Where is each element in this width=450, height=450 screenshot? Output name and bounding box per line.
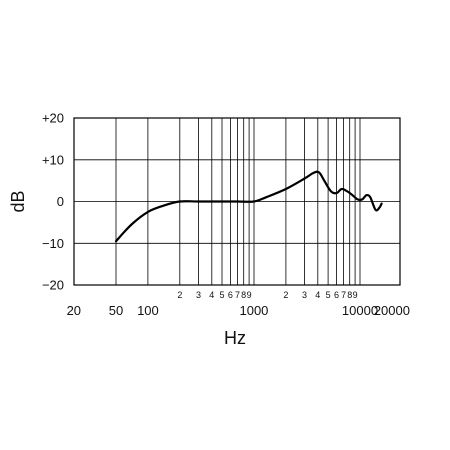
x-minor-tick-label: 5 (220, 290, 225, 300)
y-tick-label: +10 (42, 152, 64, 167)
x-minor-tick-label: 6 (228, 290, 233, 300)
x-minor-tick-label: 6 (334, 290, 339, 300)
x-minor-tick-label: 5 (326, 290, 331, 300)
x-major-tick-label: 10000 (342, 303, 378, 318)
x-major-tick-label: 50 (109, 303, 123, 318)
x-minor-tick-label: 7 (235, 290, 240, 300)
x-minor-tick-label: 8 (241, 290, 246, 300)
y-tick-label: +20 (42, 111, 64, 126)
y-tick-label: −20 (42, 278, 64, 293)
x-major-tick-label: 100 (137, 303, 159, 318)
y-tick-labels: +20 +10 0 −10 −20 (42, 111, 64, 293)
x-major-tick-label: 20 (67, 303, 81, 318)
x-minor-tick-label: 2 (177, 290, 182, 300)
x-major-tick-label: 20000 (374, 303, 410, 318)
x-minor-tick-label: 8 (347, 290, 352, 300)
x-minor-tick-label: 4 (315, 290, 320, 300)
plot-frame (73, 117, 401, 286)
y-tick-label: 0 (57, 194, 64, 209)
x-minor-tick-label: 9 (247, 290, 252, 300)
x-minor-tick-label: 2 (283, 290, 288, 300)
x-minor-tick-label: 3 (196, 290, 201, 300)
x-minor-tick-label: 3 (302, 290, 307, 300)
response-curve (114, 170, 383, 243)
x-minor-tick-label: 4 (209, 290, 214, 300)
x-minor-tick-label: 7 (341, 290, 346, 300)
y-tick-label: −10 (42, 236, 64, 251)
x-minor-tick-label: 9 (353, 290, 358, 300)
y-axis-label: dB (8, 190, 28, 212)
x-major-tick-label: 1000 (239, 303, 268, 318)
x-axis-label: Hz (224, 328, 246, 348)
